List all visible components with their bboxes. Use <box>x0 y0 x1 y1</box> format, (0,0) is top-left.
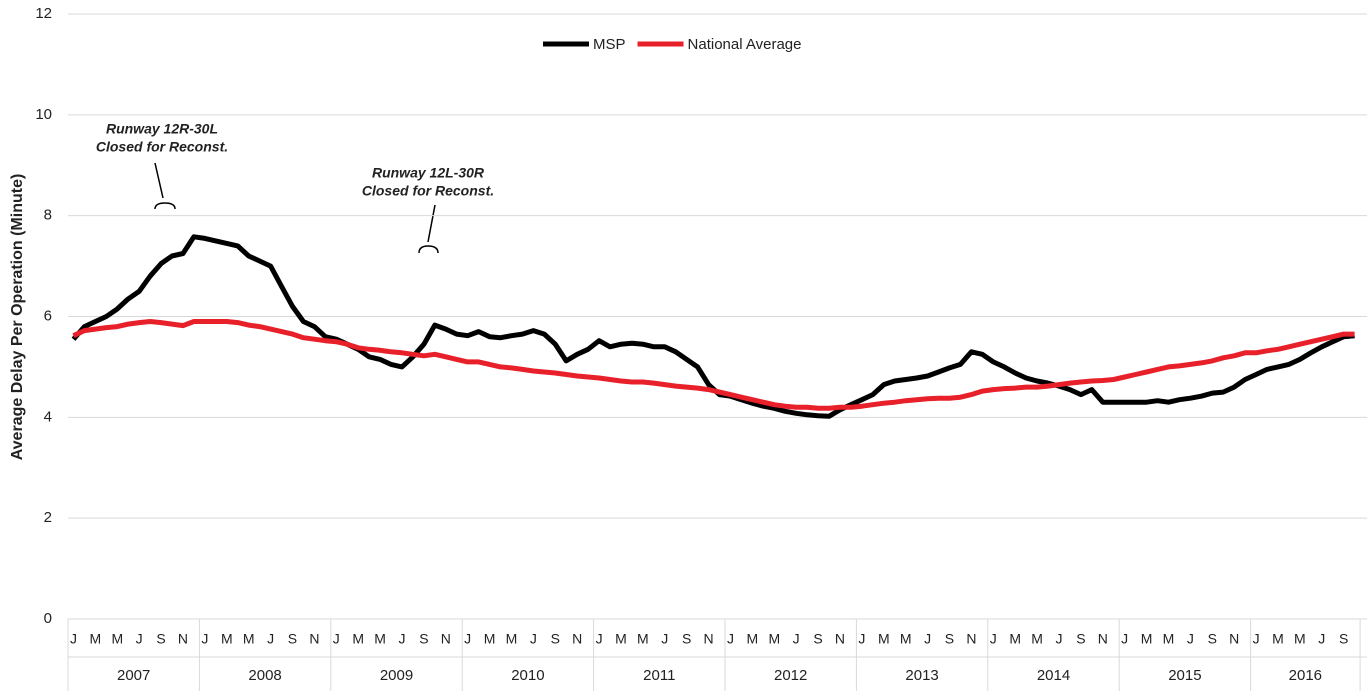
x-tick-label: J <box>727 631 734 647</box>
x-tick-label: S <box>813 631 822 647</box>
x-tick-label: S <box>945 631 954 647</box>
x-group-label: 2016 <box>1289 667 1322 684</box>
x-tick-label: S <box>288 631 297 647</box>
x-tick-label: M <box>615 631 627 647</box>
x-tick-label: M <box>1294 631 1306 647</box>
x-tick-label: J <box>70 631 77 647</box>
x-tick-label: J <box>1318 631 1325 647</box>
x-tick-label: J <box>530 631 537 647</box>
x-tick-label: N <box>1098 631 1108 647</box>
x-tick-label: J <box>267 631 274 647</box>
x-tick-label: J <box>333 631 340 647</box>
x-tick-label: N <box>1229 631 1239 647</box>
legend-label: National Average <box>688 36 802 53</box>
x-tick-label: J <box>990 631 997 647</box>
y-tick-label: 12 <box>35 5 52 22</box>
x-tick-label: N <box>178 631 188 647</box>
x-tick-label: S <box>1208 631 1217 647</box>
x-tick-label: M <box>878 631 890 647</box>
annotation: Runway 12R-30L <box>106 121 218 137</box>
annotation: Closed for Reconst. <box>96 139 228 155</box>
x-tick-label: S <box>419 631 428 647</box>
x-tick-label: N <box>835 631 845 647</box>
x-tick-label: S <box>156 631 165 647</box>
x-tick-label: J <box>793 631 800 647</box>
x-group-label: 2012 <box>774 667 807 684</box>
x-tick-label: M <box>484 631 496 647</box>
annotation: Closed for Reconst. <box>362 183 494 199</box>
x-tick-label: J <box>1121 631 1128 647</box>
x-group-label: 2015 <box>1168 667 1201 684</box>
x-tick-label: M <box>1163 631 1175 647</box>
x-group-label: 2013 <box>905 667 938 684</box>
y-axis-label: Average Delay Per Operation (Minute) <box>9 174 26 461</box>
x-tick-label: J <box>924 631 931 647</box>
x-group-label: 2010 <box>511 667 544 684</box>
x-tick-label: S <box>682 631 691 647</box>
x-tick-label: M <box>352 631 364 647</box>
x-tick-label: J <box>858 631 865 647</box>
x-tick-label: S <box>1339 631 1348 647</box>
x-tick-label: N <box>704 631 714 647</box>
x-tick-label: J <box>136 631 143 647</box>
y-tick-label: 10 <box>35 106 52 123</box>
x-group-label: 2014 <box>1037 667 1070 684</box>
x-tick-label: M <box>1141 631 1153 647</box>
x-tick-label: N <box>441 631 451 647</box>
x-tick-label: S <box>1076 631 1085 647</box>
x-tick-label: N <box>966 631 976 647</box>
x-tick-label: M <box>637 631 649 647</box>
y-tick-label: 0 <box>44 610 52 627</box>
y-tick-label: 8 <box>44 207 52 224</box>
legend-label: MSP <box>593 36 626 53</box>
x-tick-label: N <box>309 631 319 647</box>
x-tick-label: J <box>201 631 208 647</box>
x-tick-label: M <box>90 631 102 647</box>
x-tick-label: M <box>1031 631 1043 647</box>
annotation: Runway 12L-30R <box>372 165 485 181</box>
x-tick-label: J <box>464 631 471 647</box>
x-tick-label: M <box>900 631 912 647</box>
x-tick-label: M <box>768 631 780 647</box>
x-tick-label: J <box>1055 631 1062 647</box>
x-tick-label: S <box>551 631 560 647</box>
x-tick-label: M <box>243 631 255 647</box>
annotation-bracket <box>154 162 176 210</box>
x-group-label: 2009 <box>380 667 413 684</box>
x-tick-label: J <box>596 631 603 647</box>
x-tick-label: M <box>747 631 759 647</box>
x-tick-label: N <box>572 631 582 647</box>
x-tick-label: J <box>398 631 405 647</box>
x-tick-label: M <box>1009 631 1021 647</box>
x-tick-label: J <box>1187 631 1194 647</box>
line-series <box>72 319 1355 411</box>
x-tick-label: M <box>111 631 123 647</box>
x-tick-label: M <box>374 631 386 647</box>
annotation-bracket <box>418 204 439 254</box>
y-tick-label: 4 <box>44 408 52 425</box>
x-group-label: 2008 <box>248 667 281 684</box>
x-tick-label: M <box>1272 631 1284 647</box>
x-tick-label: J <box>1253 631 1260 647</box>
y-tick-label: 6 <box>44 307 52 324</box>
x-group-label: 2007 <box>117 667 150 684</box>
x-tick-label: J <box>661 631 668 647</box>
x-group-label: 2011 <box>643 667 675 684</box>
x-tick-label: M <box>506 631 518 647</box>
x-tick-label: M <box>221 631 233 647</box>
y-tick-label: 2 <box>44 509 52 526</box>
